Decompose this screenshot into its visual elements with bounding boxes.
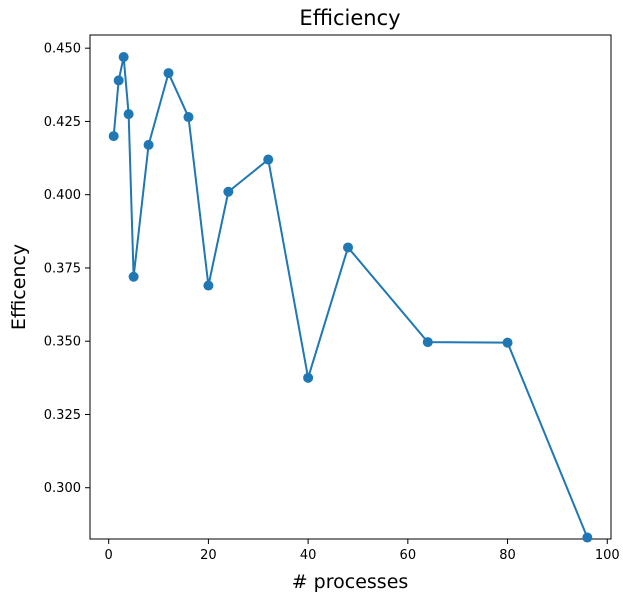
data-point (108, 131, 119, 142)
series-layer (108, 51, 593, 543)
data-point (502, 337, 513, 348)
x-axis: 0 20 40 60 80 100 (105, 539, 620, 563)
data-point (123, 109, 134, 120)
data-point (223, 186, 234, 197)
x-tick-label: 40 (300, 548, 317, 563)
data-point (422, 337, 433, 348)
data-point (203, 280, 214, 291)
y-tick-label: 0.300 (44, 481, 81, 496)
data-point (163, 68, 174, 79)
y-axis-label: Efficency (8, 244, 30, 330)
chart-title: Efficiency (299, 6, 400, 30)
series-line (112, 55, 589, 538)
data-point (118, 51, 129, 62)
data-point (183, 112, 194, 123)
x-axis-label: # processes (292, 571, 409, 592)
data-point (143, 139, 154, 150)
data-point (128, 271, 139, 282)
plot-area (89, 34, 612, 540)
data-point (263, 154, 274, 165)
data-point (113, 75, 124, 86)
x-tick-label: 0 (105, 548, 113, 563)
plot-frame (89, 34, 612, 540)
y-tick-label: 0.425 (44, 115, 81, 130)
y-tick-label: 0.350 (44, 335, 81, 350)
data-point (343, 242, 354, 253)
x-tick-label: 100 (595, 548, 620, 563)
y-tick-label: 0.400 (44, 188, 81, 203)
y-axis: 0.300 0.325 0.350 0.375 0.400 0.425 0.450 (44, 42, 90, 496)
data-point (303, 372, 314, 383)
x-tick-label: 80 (499, 548, 516, 563)
y-tick-label: 0.450 (44, 42, 81, 57)
data-point (582, 532, 593, 543)
x-tick-label: 20 (200, 548, 217, 563)
y-tick-label: 0.375 (44, 261, 81, 276)
x-tick-label: 60 (400, 548, 417, 563)
y-tick-label: 0.325 (44, 408, 81, 423)
